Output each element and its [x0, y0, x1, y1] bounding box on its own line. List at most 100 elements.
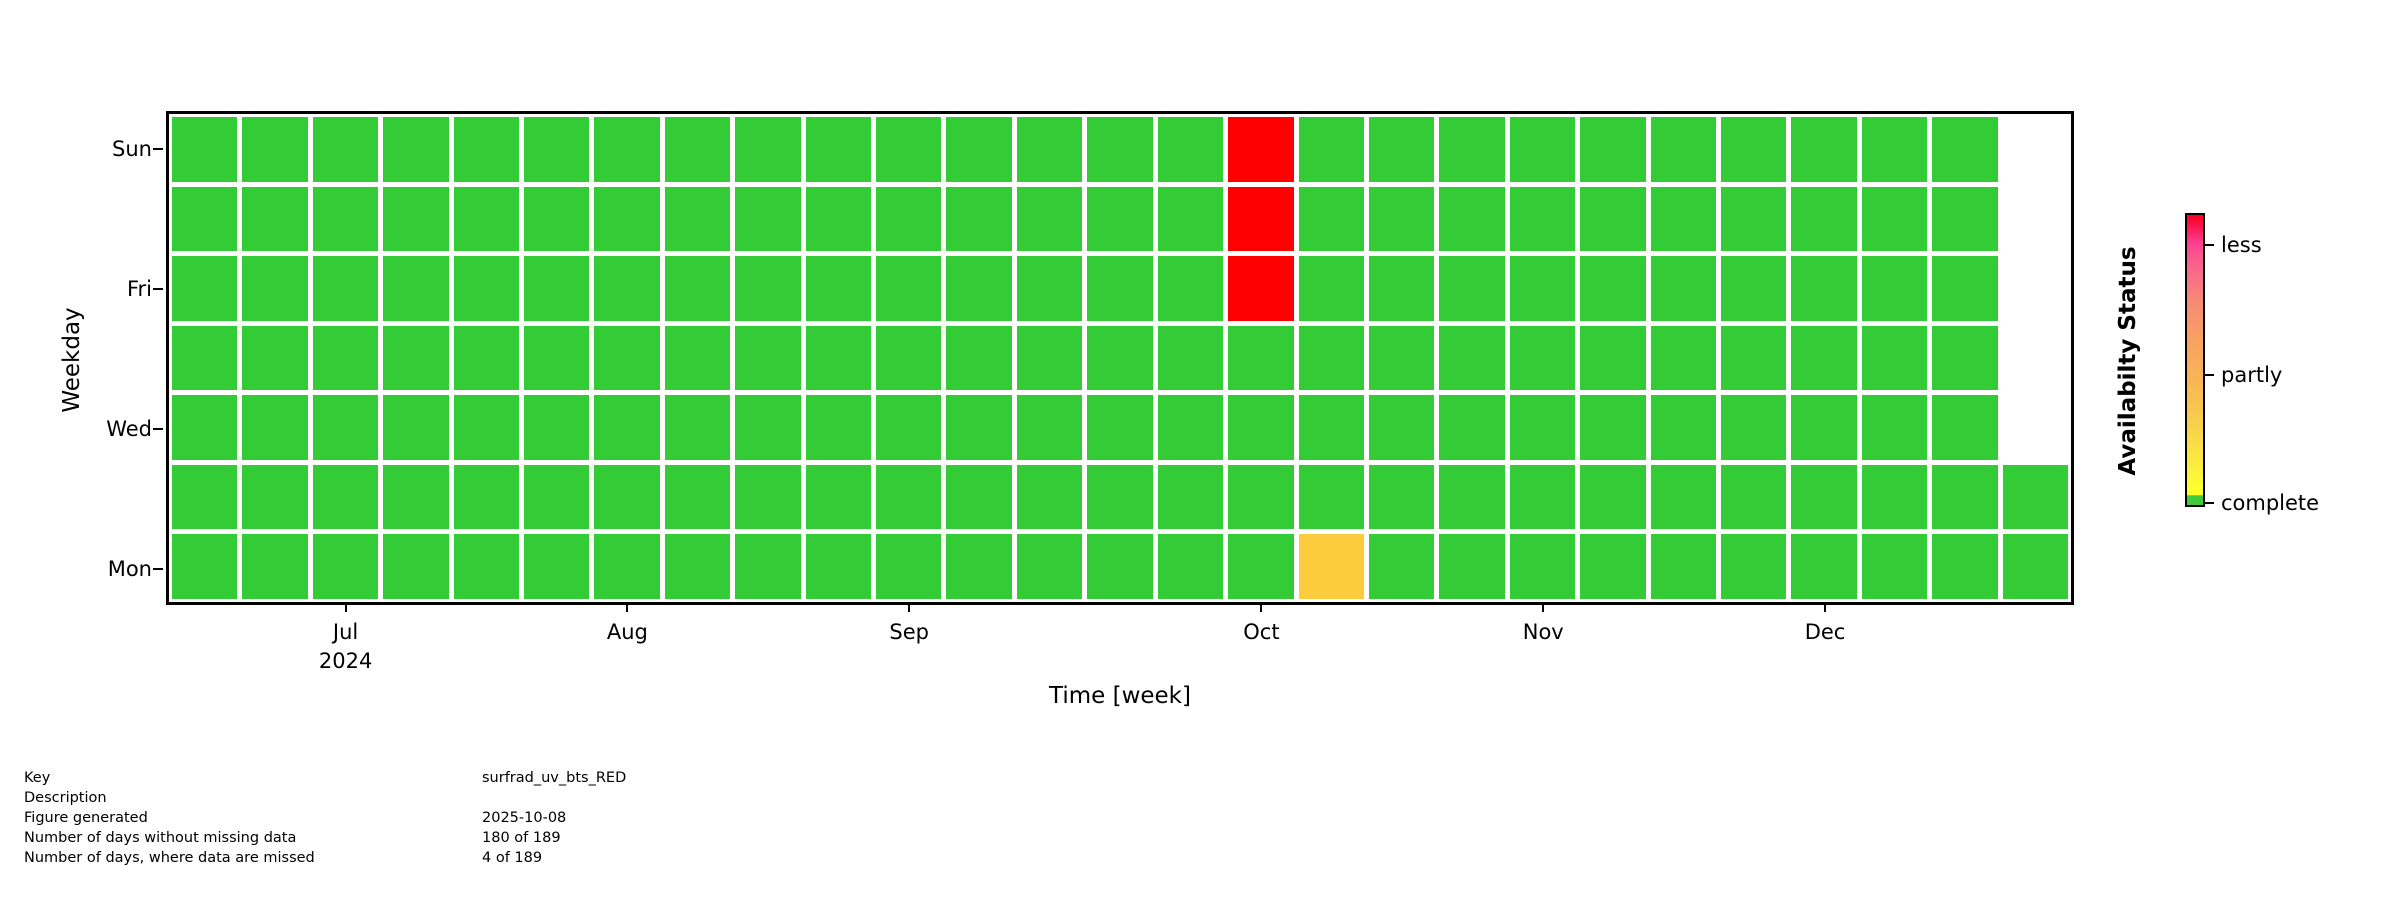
day-cell-sat-week12-complete: [1016, 186, 1083, 252]
day-cell-tue-week8-complete: [735, 464, 801, 530]
day-cell-fri-week7-complete: [664, 256, 731, 321]
day-cell-fri-week22-complete: [1720, 256, 1787, 321]
day-cell-tue-week0-complete: [172, 464, 238, 530]
day-cell-sun-week10-complete: [876, 117, 942, 182]
day-cell-fri-week25-complete: [1932, 256, 1998, 321]
day-cell-tue-week24-complete: [1861, 464, 1928, 530]
day-cell-sat-week0-complete: [172, 186, 238, 252]
day-cell-wed-week2-complete: [312, 395, 379, 460]
day-cell-sun-week1-complete: [242, 117, 308, 182]
day-cell-sat-week23-complete: [1791, 186, 1857, 252]
day-cell-tue-week9-complete: [805, 464, 872, 530]
day-cell-mon-week12-complete: [1016, 534, 1083, 599]
day-cell-thu-week6-complete: [594, 325, 660, 391]
day-cell-fri-week11-complete: [946, 256, 1012, 321]
day-cell-sun-week3-complete: [383, 117, 449, 182]
metadata-label: Key: [24, 770, 51, 786]
day-cell-tue-week15-complete: [1228, 464, 1294, 530]
colorbar-title: Availabilty Status: [2115, 246, 2141, 476]
day-cell-thu-week5-complete: [524, 325, 590, 391]
day-cell-fri-week21-complete: [1650, 256, 1716, 321]
day-cell-tue-week14-complete: [1157, 464, 1224, 530]
day-cell-thu-week11-complete: [946, 325, 1012, 391]
day-cell-wed-week0-complete: [172, 395, 238, 460]
day-cell-thu-week23-complete: [1791, 325, 1857, 391]
day-cell-mon-week20-complete: [1580, 534, 1646, 599]
day-cell-sat-week20-complete: [1580, 186, 1646, 252]
day-cell-sun-week12-complete: [1016, 117, 1083, 182]
day-cell-sun-week8-complete: [735, 117, 801, 182]
day-cell-fri-week5-complete: [524, 256, 590, 321]
day-cell-fri-week14-complete: [1157, 256, 1224, 321]
day-cell-thu-week8-complete: [735, 325, 801, 391]
x-tick-label-nov: Nov: [1522, 620, 1564, 644]
day-cell-sun-week2-complete: [312, 117, 379, 182]
day-cell-tue-week25-complete: [1932, 464, 1998, 530]
metadata-row: Description: [0, 790, 1200, 810]
day-cell-thu-week0-complete: [172, 325, 238, 391]
day-cell-mon-week26-complete: [2002, 534, 2068, 599]
day-cell-sun-week11-complete: [946, 117, 1012, 182]
day-cell-fri-week6-complete: [594, 256, 660, 321]
day-cell-thu-week2-complete: [312, 325, 379, 391]
day-cell-wed-week6-complete: [594, 395, 660, 460]
x-axis-title: Time [week]: [1049, 683, 1191, 709]
day-cell-mon-week15-complete: [1228, 534, 1294, 599]
day-cell-sat-week1-complete: [242, 186, 308, 252]
metadata-row: Key surfrad_uv_bts_RED: [0, 770, 1200, 790]
day-cell-sun-week17-complete: [1368, 117, 1435, 182]
day-cell-tue-week5-complete: [524, 464, 590, 530]
day-cell-thu-week25-complete: [1932, 325, 1998, 391]
y-axis-title: Weekday: [59, 307, 85, 413]
day-cell-sat-week2-complete: [312, 186, 379, 252]
y-tick-label-sun: Sun: [112, 137, 152, 162]
day-cell-wed-week15-complete: [1228, 395, 1294, 460]
day-cell-tue-week19-complete: [1509, 464, 1576, 530]
colorbar-tick-label-partly: partly: [2221, 362, 2283, 387]
day-cell-thu-week9-complete: [805, 325, 872, 391]
day-cell-thu-week3-complete: [383, 325, 449, 391]
day-cell-fri-week12-complete: [1016, 256, 1083, 321]
day-cell-sat-week25-complete: [1932, 186, 1998, 252]
day-cell-mon-week11-complete: [946, 534, 1012, 599]
day-cell-sat-week14-complete: [1157, 186, 1224, 252]
day-cell-sun-week22-complete: [1720, 117, 1787, 182]
day-cell-wed-week19-complete: [1509, 395, 1576, 460]
day-cell-fri-week10-complete: [876, 256, 942, 321]
day-cell-fri-week9-complete: [805, 256, 872, 321]
day-cell-mon-week7-complete: [664, 534, 731, 599]
day-cell-sun-week14-complete: [1157, 117, 1224, 182]
day-cell-mon-week0-complete: [172, 534, 238, 599]
day-cell-wed-week14-complete: [1157, 395, 1224, 460]
day-cell-tue-week26-complete: [2002, 464, 2068, 530]
day-cell-sun-week26-empty: [2003, 117, 2068, 182]
day-cell-sat-week21-complete: [1650, 186, 1716, 252]
day-cell-tue-week11-complete: [946, 464, 1012, 530]
day-cell-tue-week1-complete: [242, 464, 308, 530]
metadata-label: Number of days without missing data: [24, 830, 297, 846]
x-tick-aug: [626, 602, 629, 612]
day-cell-mon-week3-complete: [383, 534, 449, 599]
colorbar-tick-partly: [2205, 373, 2214, 376]
day-cell-sat-week24-complete: [1861, 186, 1928, 252]
y-tick-label-wed: Wed: [106, 417, 152, 442]
day-cell-thu-week15-complete: [1228, 325, 1294, 391]
day-cell-thu-week7-complete: [664, 325, 731, 391]
day-cell-sun-week18-complete: [1439, 117, 1505, 182]
day-cell-sun-week19-complete: [1509, 117, 1576, 182]
day-cell-thu-week10-complete: [876, 325, 942, 391]
day-cell-thu-week16-complete: [1298, 325, 1364, 391]
day-cell-sat-week13-complete: [1087, 186, 1153, 252]
day-cell-tue-week13-complete: [1087, 464, 1153, 530]
day-cell-fri-week2-complete: [312, 256, 379, 321]
day-cell-fri-week17-complete: [1368, 256, 1435, 321]
day-cell-fri-week8-complete: [735, 256, 801, 321]
day-cell-fri-week26-empty: [2003, 256, 2068, 321]
day-cell-thu-week21-complete: [1650, 325, 1716, 391]
day-cell-tue-week2-complete: [312, 464, 379, 530]
day-cell-tue-week4-complete: [453, 464, 520, 530]
day-cell-fri-week3-complete: [383, 256, 449, 321]
day-cell-tue-week16-complete: [1298, 464, 1364, 530]
heatmap-plot-frame: [166, 111, 2074, 605]
metadata-row: Number of days, where data are missed 4 o…: [0, 850, 1200, 870]
